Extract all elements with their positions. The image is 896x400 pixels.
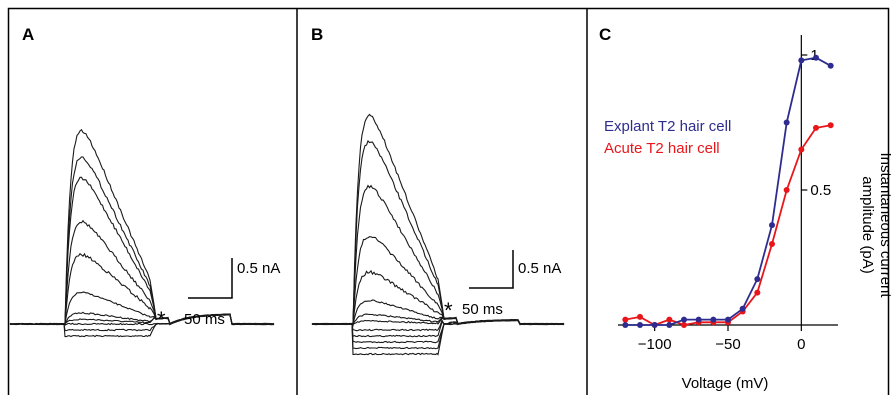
data-point	[622, 316, 629, 323]
panel-b-asterisk: *	[444, 298, 453, 323]
y-axis-label-line-1: Instantaneous current	[877, 152, 894, 298]
x-ticks: −100 −50 0	[638, 325, 806, 353]
y-ticks: 0.51	[801, 47, 831, 199]
current-trace	[9, 291, 275, 326]
data-point	[651, 322, 658, 328]
data-point	[695, 316, 702, 323]
panel-a-label: A	[22, 25, 34, 44]
panel-a-scale-time: 50 ms	[184, 311, 225, 328]
legend-explant: Explant T2 hair cell	[604, 118, 731, 135]
data-point	[798, 146, 805, 153]
current-trace	[311, 184, 565, 326]
current-trace	[311, 113, 565, 328]
panel-b-label: B	[311, 25, 323, 44]
panel-a-traces	[9, 128, 275, 338]
data-point	[681, 316, 687, 323]
data-point	[783, 119, 790, 126]
panel-c-chart: −100 −50 0 0.51 Voltage (mV) Instantaneous…	[604, 35, 894, 392]
data-point	[681, 322, 687, 328]
data-point	[622, 322, 629, 328]
x-tick-label: −50	[715, 336, 740, 353]
current-trace	[9, 313, 274, 338]
data-point	[666, 316, 673, 323]
current-trace	[311, 139, 565, 326]
data-point	[798, 57, 805, 64]
panel-a-asterisk: *	[157, 307, 166, 332]
x-axis-label: Voltage (mV)	[682, 375, 769, 392]
data-point	[754, 289, 761, 296]
data-point	[739, 305, 746, 312]
current-trace	[311, 319, 565, 356]
panel-a-scale-current: 0.5 nA	[237, 260, 280, 277]
figure-frame	[7, 7, 890, 400]
current-trace	[9, 176, 275, 327]
panel-a-scale-bar	[188, 258, 233, 299]
data-point	[769, 241, 775, 247]
y-axis-label: Instantaneous current amplitude (pA)	[859, 152, 894, 298]
series-layer	[622, 54, 834, 328]
legend-acute: Acute T2 hair cell	[604, 140, 720, 157]
data-point	[666, 322, 673, 328]
data-point	[813, 54, 819, 61]
x-tick-label: −100	[638, 336, 672, 353]
data-point	[637, 313, 643, 320]
data-point	[710, 316, 717, 323]
panel-b-traces	[311, 113, 565, 356]
y-tick-label: 0.5	[810, 182, 831, 199]
data-point	[827, 62, 834, 69]
data-point	[783, 187, 790, 193]
data-point	[827, 122, 834, 129]
current-trace	[9, 128, 275, 326]
y-axis-label-line-2: amplitude (pA)	[859, 176, 876, 274]
panel-c-label: C	[599, 25, 611, 44]
panel-b-scale-bar	[469, 250, 514, 289]
x-tick-label: 0	[797, 336, 805, 353]
current-trace	[9, 156, 274, 326]
panel-b-scale-current: 0.5 nA	[518, 260, 561, 277]
series-line	[625, 56, 832, 326]
data-point	[725, 316, 731, 323]
data-point	[754, 276, 761, 283]
panel-b-scale-time: 50 ms	[462, 301, 503, 318]
data-point	[813, 124, 819, 131]
current-trace	[9, 219, 275, 326]
data-point	[637, 322, 643, 328]
data-point	[769, 222, 775, 229]
